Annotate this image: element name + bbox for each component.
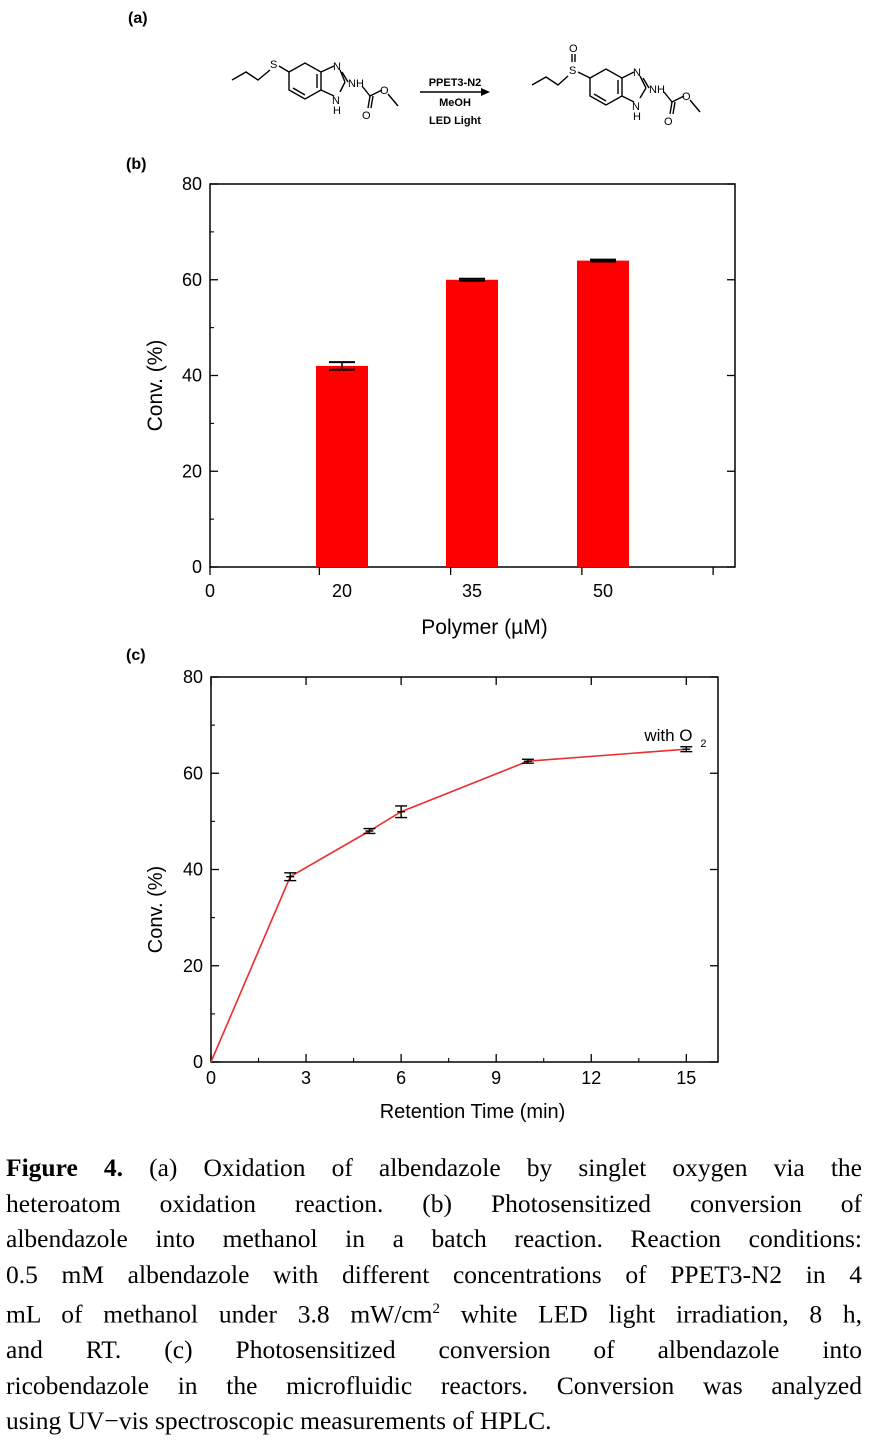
scheme-light: LED Light	[429, 115, 481, 127]
y-axis-label-b: Conv. (%)	[144, 340, 167, 432]
y-tick-label-c: 0	[193, 1052, 203, 1072]
bar-20	[316, 365, 368, 567]
caption-line-5: mL of methanol under 3.8 mW/cm2 white LE…	[6, 1292, 862, 1332]
scheme-atom-n4: N	[632, 101, 640, 113]
caption-line-3: albendazole into methanol in a batch rea…	[6, 1224, 862, 1253]
x-axis-label-b: Polymer (µM)	[421, 616, 547, 639]
x-tick-label-b: 50	[593, 581, 613, 601]
annotation-subscript: 2	[700, 738, 706, 750]
scheme-atom-o2: O	[362, 110, 371, 122]
bar-50	[577, 260, 629, 567]
scheme-atom-n1: N	[333, 61, 341, 73]
scheme-atom-s2: S	[569, 65, 576, 77]
plot-frame-c	[210, 676, 719, 1063]
series-line-c	[210, 748, 687, 1063]
figure-label: Figure 4.	[6, 1153, 123, 1182]
caption-text-1: (a) Oxidation of albendazole by singlet …	[123, 1153, 862, 1182]
y-tick-label-b: 40	[182, 366, 202, 386]
x-tick-label-c: 0	[206, 1068, 216, 1088]
albendazole-structure	[231, 62, 399, 109]
caption-line-8: using UV−vis spectroscopic measurements …	[6, 1406, 552, 1435]
scheme-atom-h1: H	[333, 105, 341, 117]
reaction-scheme: S N NH N H O O PPET3-N2 MeOH LED Light O…	[231, 43, 701, 128]
scheme-atom-h2: H	[633, 111, 641, 123]
x-tick-label-c: 3	[301, 1068, 311, 1088]
y-tick-label-c: 80	[183, 667, 203, 687]
scheme-atom-n2: N	[332, 95, 340, 107]
scheme-atom-nh1: NH	[348, 78, 364, 90]
y-tick-label-b: 0	[192, 557, 202, 577]
bar-chart: 0 20 40 60 80 0 20 35 50 Polymer (µM) Conv. (%)	[144, 174, 736, 639]
caption-text-5b: white LED light irradiation, 8 h,	[439, 1299, 862, 1329]
caption-line-4: 0.5 mM albendazole with different concen…	[6, 1259, 862, 1289]
x-tick-label-b: 0	[205, 581, 215, 601]
panel-label-a: (a)	[128, 10, 148, 27]
x-tick-label-b: 35	[462, 581, 482, 601]
caption-line-6: and RT. (c) Photosensitized conversion o…	[6, 1335, 862, 1364]
caption-line-7: ricobendazole in the microfluidic reacto…	[6, 1370, 862, 1400]
y-tick-label-b: 60	[182, 270, 202, 290]
scheme-atom-nh2: NH	[649, 84, 665, 96]
caption-superscript: 2	[432, 1301, 440, 1317]
bar-35	[446, 279, 498, 567]
y-tick-label-b: 80	[182, 174, 202, 194]
scheme-atom-o1: O	[380, 85, 389, 97]
scheme-atom-o5: O	[664, 116, 673, 128]
scheme-atom-s1: S	[270, 59, 277, 71]
scheme-reagent: PPET3-N2	[429, 77, 482, 89]
scheme-atom-o4: O	[682, 91, 691, 103]
panel-label-b: (b)	[126, 156, 147, 173]
x-tick-label-b: 20	[332, 581, 352, 601]
panel-label-c: (c)	[126, 647, 146, 664]
annotation-with-o2: with O	[643, 726, 692, 745]
ricobendazole-structure	[531, 54, 701, 115]
x-axis-label-c: Retention Time (min)	[380, 1101, 566, 1123]
scheme-atom-n3: N	[633, 67, 641, 79]
caption-text-5a: mL of methanol under 3.8 mW/cm	[6, 1299, 433, 1329]
y-tick-label-c: 40	[183, 860, 203, 880]
scheme-solvent: MeOH	[439, 97, 471, 109]
scheme-atom-o3: O	[569, 43, 578, 55]
x-tick-label-c: 12	[581, 1068, 601, 1088]
x-tick-label-c: 6	[396, 1068, 406, 1088]
y-tick-label-b: 20	[182, 461, 202, 481]
line-chart: 0 20 40 60 80 0 3 6 9 12 15 with O 2 Retention Time (…	[145, 667, 719, 1123]
y-axis-label-c: Conv. (%)	[145, 866, 167, 953]
figure-caption: Figure 4. (a) Oxidation of albendazole b…	[6, 1150, 862, 1439]
reaction-arrowhead	[481, 88, 490, 96]
caption-line-1: Figure 4. (a) Oxidation of albendazole b…	[6, 1150, 862, 1186]
caption-line-2: heteroatom oxidation reaction. (b) Photo…	[6, 1188, 862, 1218]
y-tick-label-c: 60	[183, 763, 203, 783]
y-tick-label-c: 20	[183, 956, 203, 976]
x-tick-label-c: 9	[491, 1068, 501, 1088]
x-tick-label-c: 15	[676, 1068, 696, 1088]
